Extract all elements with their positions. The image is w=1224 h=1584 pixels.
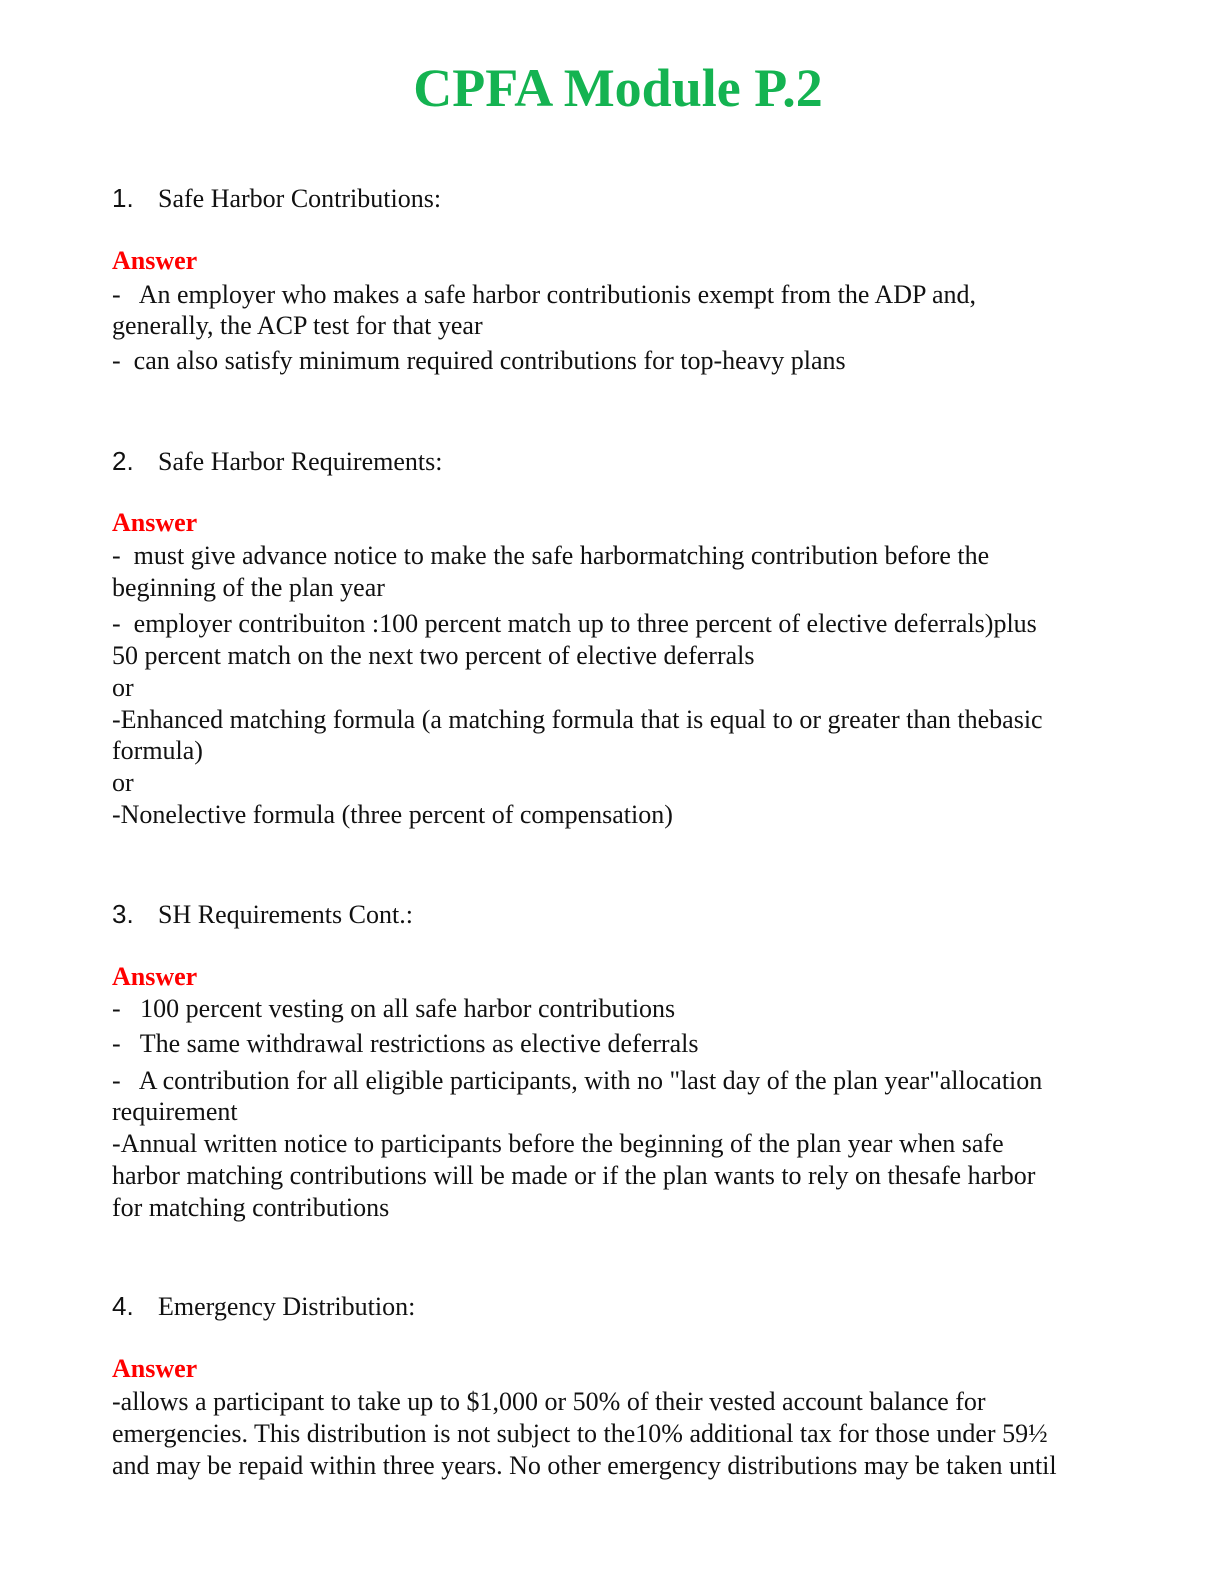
question-text: SH Requirements Cont.: [158,900,413,929]
answer-line: beginning of the plan year [112,573,385,602]
question-number: 2. [112,446,134,476]
answer-line: - The same withdrawal restrictions as el… [112,1029,699,1058]
answer-line: or [112,673,134,702]
question-number: 4. [112,1291,134,1321]
answer-line: generally, the ACP test for that year [112,311,483,340]
answer-line: - must give advance notice to make the s… [112,541,990,570]
answer-line: for matching contributions [112,1193,390,1222]
answer-line: 50 percent match on the next two percent… [112,641,755,670]
answer-line: -Enhanced matching formula (a matching f… [112,705,1043,734]
answer-line: requirement [112,1097,238,1126]
answer-line: -Nonelective formula (three percent of c… [112,800,673,829]
answer-label: Answer [112,508,198,537]
question-2: 2. Safe Harbor Requirements: [112,445,442,478]
answer-line: - employer contribuiton :100 percent mat… [112,609,1037,638]
answer-line: and may be repaid within three years. No… [112,1451,1057,1480]
answer-label: Answer [112,962,198,991]
answer-line: or [112,768,134,797]
answer-line: - A contribution for all eligible partic… [112,1066,1043,1095]
question-text: Safe Harbor Contributions: [158,184,442,213]
question-number: 1. [112,183,134,213]
answer-line: - 100 percent vesting on all safe harbor… [112,994,676,1023]
answer-line: - can also satisfy minimum required cont… [112,346,846,375]
question-4: 4. Emergency Distribution: [112,1290,415,1323]
question-1: 1. Safe Harbor Contributions: [112,182,441,215]
document-title: CPFA Module P.2 [413,58,823,118]
question-text: Emergency Distribution: [158,1292,416,1321]
answer-line: harbor matching contributions will be ma… [112,1161,1036,1190]
question-3: 3. SH Requirements Cont.: [112,898,413,931]
answer-line: formula) [112,736,203,765]
answer-label: Answer [112,1354,198,1383]
question-text: Safe Harbor Requirements: [158,447,443,476]
answer-line: - An employer who makes a safe harbor co… [112,280,977,309]
answer-line: -Annual written notice to participants b… [112,1129,1004,1158]
question-number: 3. [112,899,134,929]
answer-label: Answer [112,246,198,275]
answer-line: -allows a participant to take up to $1,0… [112,1387,986,1416]
answer-line: emergencies. This distribution is not su… [112,1419,1048,1448]
